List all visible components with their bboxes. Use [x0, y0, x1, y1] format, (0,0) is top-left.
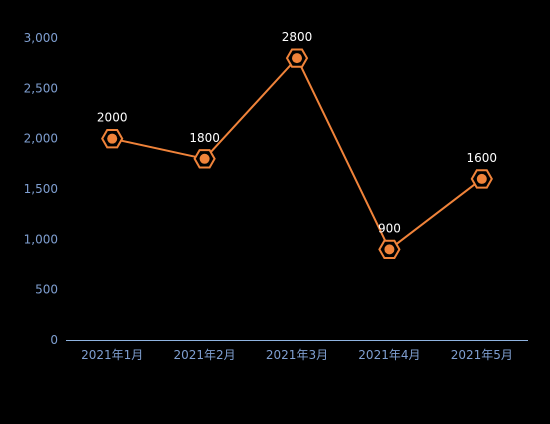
y-axis-labels: 0 500 1,000 1,500 2,000 2,500 3,000 — [24, 31, 58, 347]
y-tick-label: 1,000 — [24, 232, 58, 246]
data-labels: 2000 1800 2800 900 1600 — [97, 30, 497, 235]
data-label: 1600 — [467, 151, 498, 165]
data-point[interactable] — [470, 169, 493, 189]
x-axis-labels: 2021年1月 2021年2月 2021年3月 2021年4月 2021年5月 — [81, 348, 513, 362]
x-tick-label: 2021年2月 — [174, 348, 236, 362]
data-label: 1800 — [189, 131, 220, 145]
x-tick-label: 2021年3月 — [266, 348, 328, 362]
series-group — [101, 48, 493, 260]
x-tick-label: 2021年4月 — [358, 348, 420, 362]
data-label: 2800 — [282, 30, 313, 44]
series-line — [111, 57, 483, 251]
y-tick-label: 1,500 — [24, 182, 58, 196]
y-tick-label: 3,000 — [24, 31, 58, 45]
x-tick-label: 2021年1月 — [81, 348, 143, 362]
x-tick-label: 2021年5月 — [451, 348, 513, 362]
data-point-dot — [292, 53, 302, 64]
data-point-dot — [199, 153, 210, 164]
data-label: 900 — [378, 221, 401, 235]
data-point[interactable] — [193, 149, 216, 169]
y-tick-label: 500 — [35, 283, 58, 297]
data-point-dot — [107, 133, 118, 144]
data-point[interactable] — [101, 129, 124, 149]
data-label: 2000 — [97, 111, 128, 125]
data-point[interactable] — [378, 239, 401, 260]
y-tick-label: 2,500 — [24, 81, 58, 95]
y-tick-label: 0 — [50, 333, 58, 347]
y-tick-label: 2,000 — [24, 132, 58, 146]
data-point-dot — [384, 244, 395, 255]
data-point-dot — [476, 173, 487, 184]
data-point[interactable] — [285, 48, 309, 68]
